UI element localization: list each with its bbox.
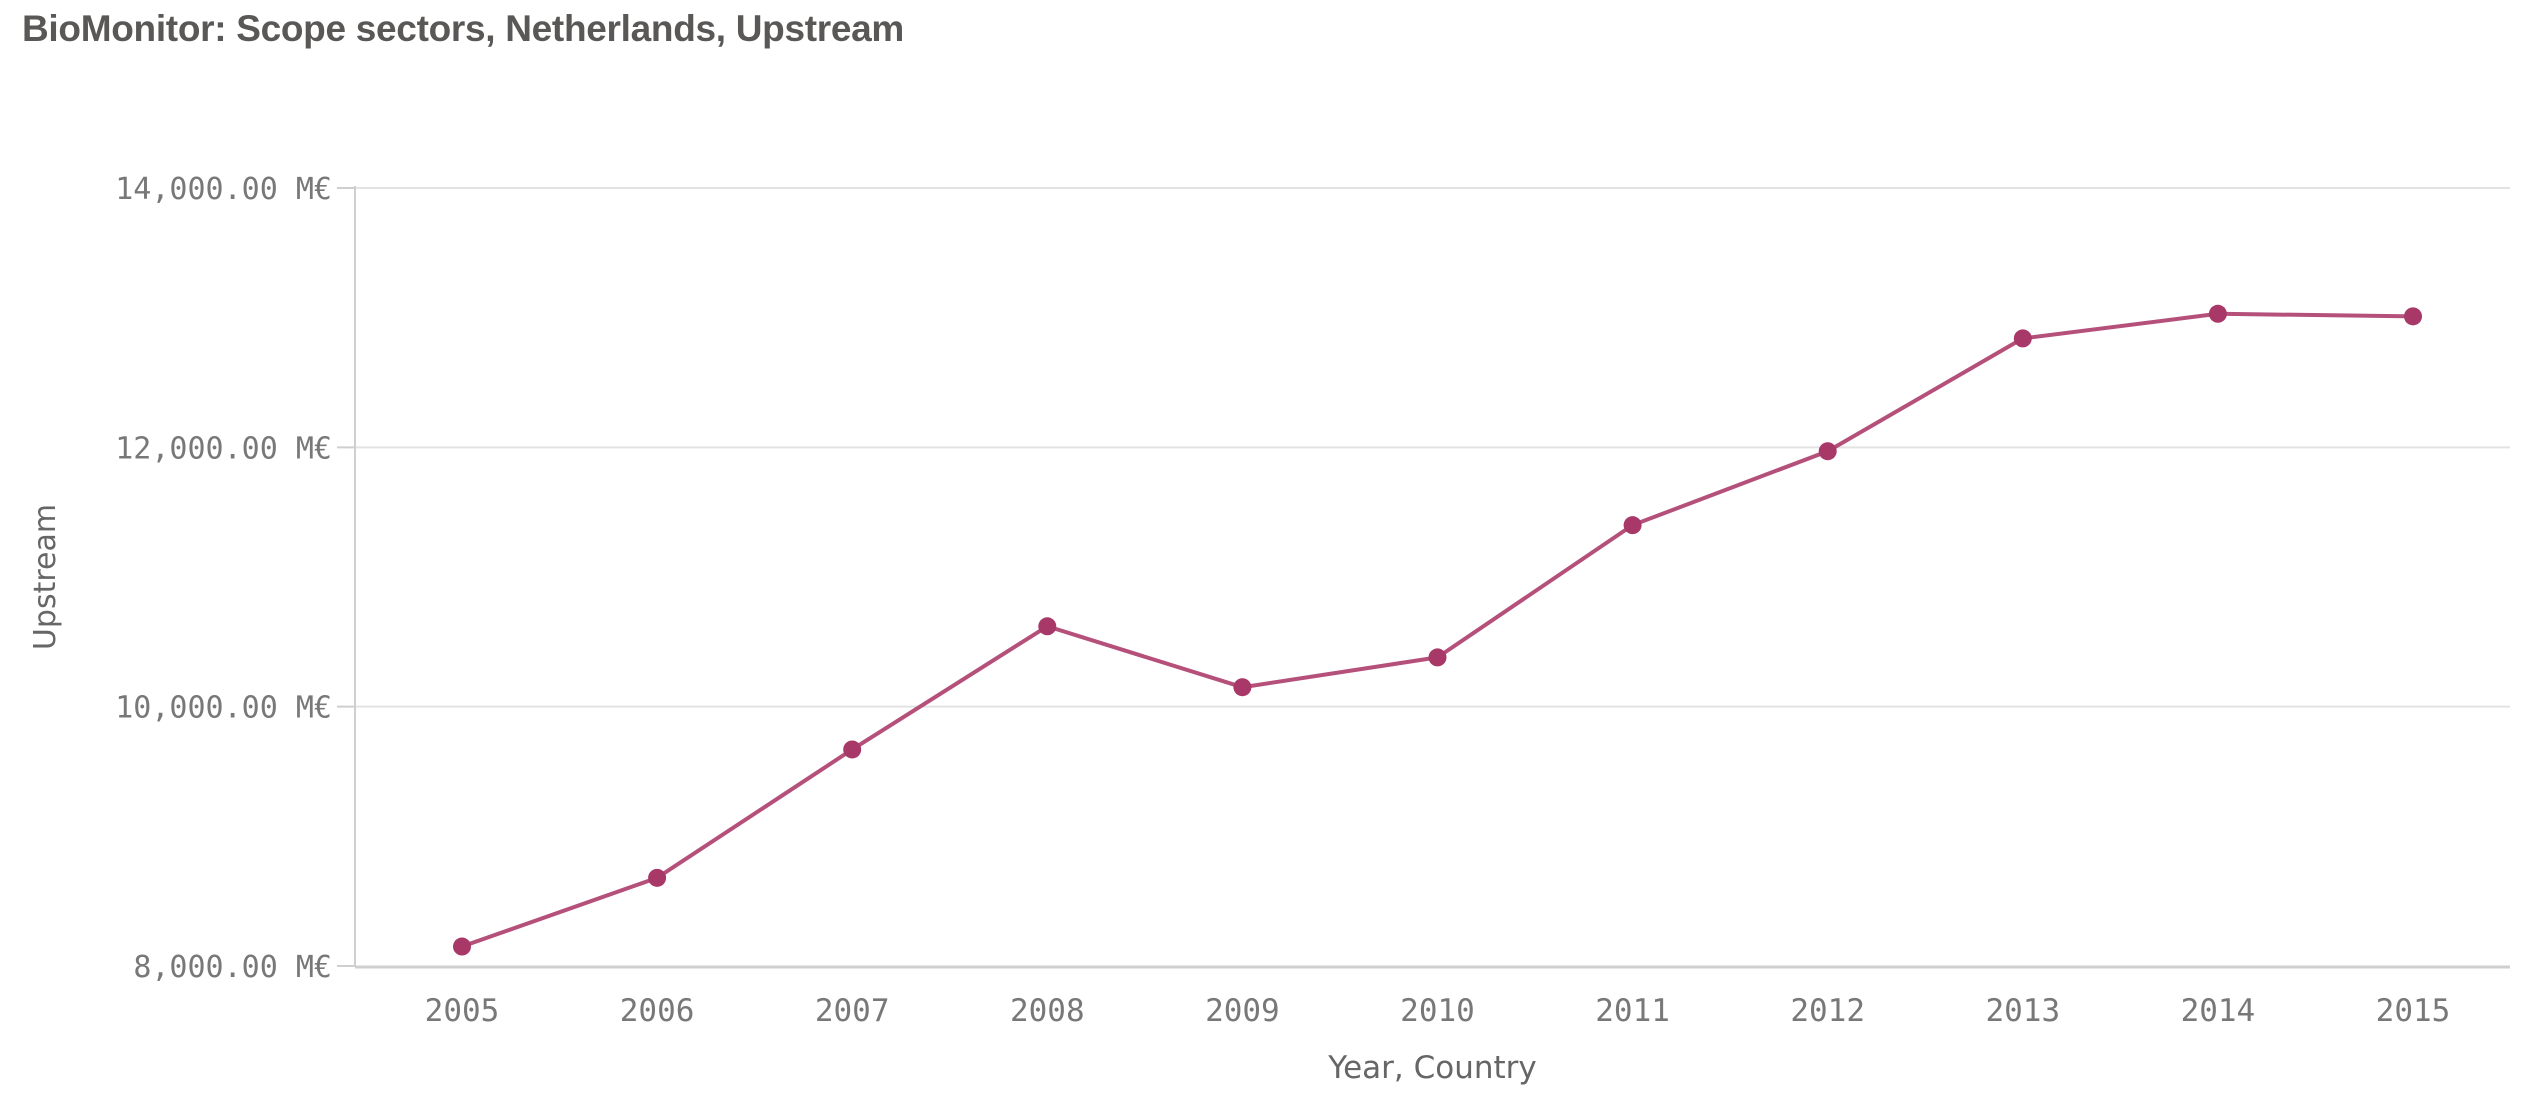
y-tick-label: 10,000.00 M€ xyxy=(115,691,332,726)
x-tick-label: 2011 xyxy=(1595,993,1670,1029)
x-tick-label: 2015 xyxy=(2376,993,2451,1029)
data-point-2011[interactable] xyxy=(1623,516,1642,535)
x-tick-label: 2006 xyxy=(620,993,695,1029)
y-tick-label: 8,000.00 M€ xyxy=(133,950,332,985)
x-tick-label: 2008 xyxy=(1010,993,1085,1029)
x-tick-label: 2014 xyxy=(2181,993,2256,1029)
x-tick-label: 2013 xyxy=(1985,993,2060,1029)
data-point-2012[interactable] xyxy=(1818,442,1837,461)
y-tick-label: 14,000.00 M€ xyxy=(115,172,332,207)
data-point-2010[interactable] xyxy=(1428,648,1447,667)
data-point-2015[interactable] xyxy=(2404,307,2422,326)
x-axis-title: Year, Country xyxy=(1327,1050,1537,1086)
x-tick-label: 2009 xyxy=(1205,993,1280,1029)
data-point-2008[interactable] xyxy=(1038,617,1057,636)
x-tick-label: 2012 xyxy=(1790,993,1865,1029)
y-axis-title: Upstream xyxy=(28,504,63,650)
x-tick-label: 2010 xyxy=(1400,993,1475,1029)
data-point-2005[interactable] xyxy=(453,937,471,956)
data-point-2014[interactable] xyxy=(2208,304,2227,323)
x-tick-label: 2007 xyxy=(815,993,890,1029)
data-point-2006[interactable] xyxy=(648,868,667,887)
chart-title: BioMonitor: Scope sectors, Netherlands, … xyxy=(22,8,905,49)
data-point-2013[interactable] xyxy=(2013,329,2032,348)
data-point-2009[interactable] xyxy=(1233,678,1252,697)
y-tick-label: 12,000.00 M€ xyxy=(115,431,332,466)
series-line-upstream xyxy=(460,311,2415,949)
x-tick-label: 2005 xyxy=(425,993,500,1029)
data-point-2007[interactable] xyxy=(843,740,862,759)
